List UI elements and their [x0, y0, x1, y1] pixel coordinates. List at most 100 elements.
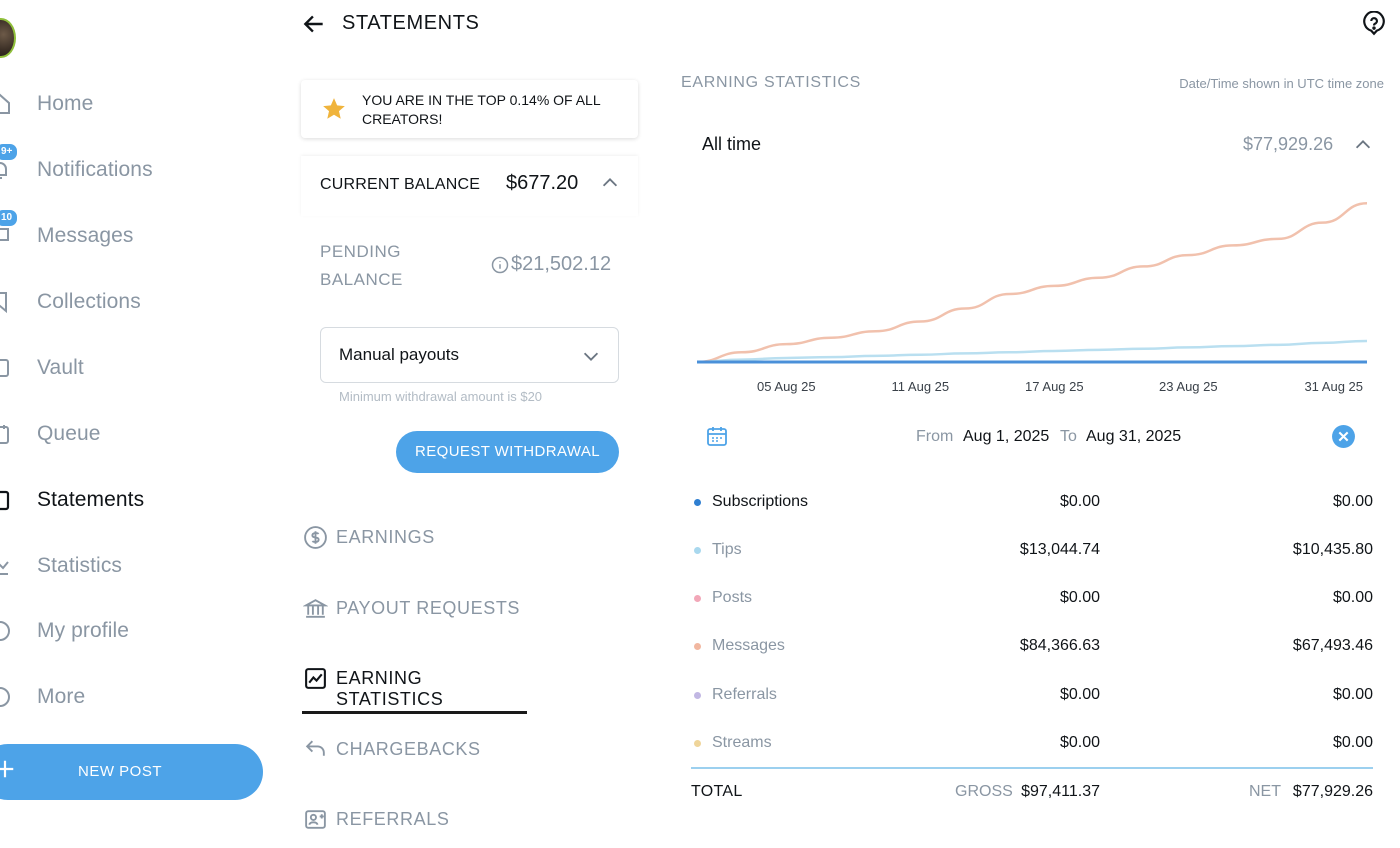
- row-name: Referrals: [712, 686, 777, 703]
- star-icon: [321, 96, 347, 122]
- row-net: $0.00: [1332, 493, 1373, 510]
- total-row: TOTAL GROSS $97,411.37 NET $77,929.26: [690, 780, 1380, 806]
- timezone-note: Date/Time shown in UTC time zone: [1179, 76, 1384, 91]
- active-tab-indicator: [302, 711, 527, 714]
- page-title: STATEMENTS: [342, 12, 480, 34]
- messages-badge: 10: [0, 208, 20, 228]
- menu-item-earning-statistics[interactable]: EARNING STATISTICS: [303, 660, 533, 709]
- payout-method-select[interactable]: Manual payouts: [320, 327, 619, 383]
- row-gross: $0.00: [1059, 493, 1100, 510]
- menu-item-earnings[interactable]: EARNINGS: [303, 519, 533, 555]
- series-dot: [694, 643, 701, 650]
- period-total: $77,929.26: [1243, 134, 1334, 154]
- referral-icon: [303, 807, 328, 832]
- chevron-up-icon[interactable]: [599, 172, 621, 194]
- x-tick-label: 11 Aug 25: [892, 379, 950, 394]
- menu-item-referrals[interactable]: REFERRALS: [303, 801, 533, 837]
- earning-statistics-title: EARNING STATISTICS: [681, 74, 862, 91]
- current-balance-value: $677.20: [506, 172, 579, 194]
- top-creator-card: YOU ARE IN THE TOP 0.14% OF ALL CREATORS…: [301, 80, 638, 138]
- x-tick-label: 17 Aug 25: [1025, 379, 1084, 394]
- menu-item-label: CHARGEBACKS: [336, 739, 481, 759]
- sidebar-item-queue[interactable]: Queue: [0, 414, 270, 454]
- row-name: Streams: [712, 734, 772, 751]
- dollar-circle-icon: [303, 525, 328, 550]
- series-dot: [694, 595, 701, 602]
- period-label[interactable]: All time: [702, 134, 762, 154]
- request-withdrawal-button[interactable]: REQUEST WITHDRAWAL: [396, 431, 619, 473]
- earnings-row-streams: Streams $0.00 $0.00: [690, 729, 1380, 759]
- sidebar-item-vault[interactable]: Vault: [0, 348, 270, 388]
- chart-icon: [303, 666, 328, 691]
- menu-item-payout-requests[interactable]: PAYOUT REQUESTS: [302, 590, 533, 626]
- sidebar-item-notifications[interactable]: 9+ Notifications: [0, 142, 270, 190]
- sidebar: Home 9+ Notifications 10 Messages Collec…: [0, 0, 280, 848]
- menu-item-label: EARNING STATISTICS: [336, 668, 444, 709]
- earnings-line-chart: 05 Aug 25 11 Aug 25 17 Aug 25 23 Aug 25 31 A…: [696, 201, 1368, 394]
- to-label: To: [1060, 428, 1077, 445]
- row-name: Subscriptions: [712, 493, 809, 510]
- menu-item-label: PAYOUT REQUESTS: [336, 598, 521, 618]
- net-total: $77,929.26: [1292, 783, 1373, 800]
- total-divider: [691, 767, 1373, 769]
- row-name: Tips: [712, 541, 742, 558]
- x-tick-label: 31 Aug 25: [1304, 379, 1363, 394]
- gross-total: $97,411.37: [1021, 783, 1100, 800]
- earnings-row-subscriptions: Subscriptions $0.00 $0.00: [690, 488, 1380, 518]
- pending-balance-label: PENDING BALANCE: [320, 242, 403, 289]
- series-line-tips: [696, 339, 1368, 364]
- help-icon[interactable]: [1361, 10, 1387, 37]
- sidebar-item-more[interactable]: More: [0, 677, 270, 717]
- sidebar-item-home[interactable]: Home: [0, 84, 270, 124]
- series-dot: [694, 499, 701, 506]
- clear-date-icon[interactable]: [1331, 424, 1356, 449]
- undo-icon: [303, 737, 328, 762]
- more-icon: [0, 685, 12, 709]
- calendar-icon[interactable]: [705, 424, 729, 448]
- back-arrow-icon[interactable]: [301, 11, 327, 37]
- statements-icon: [0, 488, 12, 512]
- sidebar-item-label: Home: [37, 92, 94, 115]
- sidebar-item-statistics[interactable]: Statistics: [0, 546, 270, 586]
- bookmark-icon: [0, 290, 12, 314]
- series-line-messages: [696, 201, 1368, 364]
- new-post-button[interactable]: NEW POST: [0, 744, 263, 800]
- vault-icon: [0, 356, 12, 380]
- plus-icon: [0, 758, 16, 780]
- sidebar-item-label: Statistics: [37, 554, 123, 577]
- sidebar-item-label: Queue: [37, 422, 101, 445]
- row-net: $10,435.80: [1292, 541, 1373, 558]
- sidebar-item-messages[interactable]: 10 Messages: [0, 208, 270, 256]
- earnings-row-tips: Tips $13,044.74 $10,435.80: [690, 536, 1380, 566]
- row-net: $67,493.46: [1292, 637, 1373, 654]
- row-net: $0.00: [1332, 686, 1373, 703]
- sidebar-item-statements[interactable]: Statements: [0, 480, 270, 520]
- row-name: Posts: [712, 589, 753, 606]
- earnings-row-messages: Messages $84,366.63 $67,493.46: [690, 632, 1380, 662]
- gross-label: GROSS: [955, 783, 1013, 800]
- current-balance-card[interactable]: CURRENT BALANCE $677.20: [301, 156, 638, 216]
- statistics-icon: [0, 554, 12, 578]
- earnings-row-referrals: Referrals $0.00 $0.00: [690, 681, 1380, 711]
- row-net: $0.00: [1332, 589, 1373, 606]
- calendar-icon: [0, 422, 12, 446]
- row-gross: $0.00: [1059, 734, 1100, 751]
- menu-item-chargebacks[interactable]: CHARGEBACKS: [303, 731, 533, 767]
- series-dot: [694, 692, 701, 699]
- sidebar-item-label: More: [37, 685, 86, 708]
- new-post-label: NEW POST: [78, 763, 163, 780]
- series-dot: [694, 740, 701, 747]
- bell-icon: [0, 158, 12, 182]
- from-date[interactable]: Aug 1, 2025: [963, 428, 1050, 445]
- to-date[interactable]: Aug 31, 2025: [1086, 428, 1182, 445]
- info-icon[interactable]: [491, 256, 509, 274]
- row-name: Messages: [712, 637, 785, 654]
- row-gross: $84,366.63: [1019, 637, 1100, 654]
- row-gross: $13,044.74: [1019, 541, 1100, 558]
- sidebar-item-my-profile[interactable]: My profile: [0, 611, 270, 651]
- net-label: NET: [1249, 783, 1281, 800]
- menu-item-label: REFERRALS: [336, 809, 450, 829]
- sidebar-item-collections[interactable]: Collections: [0, 282, 270, 322]
- avatar[interactable]: [0, 18, 16, 58]
- chevron-up-icon[interactable]: [1352, 134, 1374, 156]
